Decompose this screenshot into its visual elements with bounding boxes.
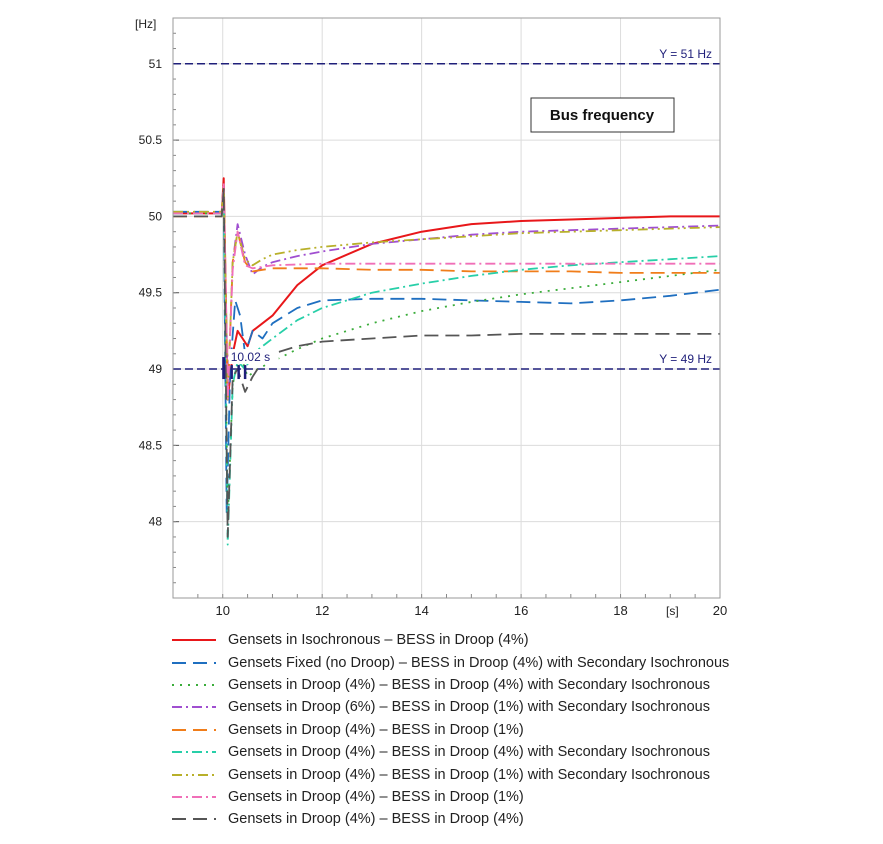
legend-label: Gensets in Droop (4%) – BESS in Droop (1… [228, 721, 524, 738]
y-tick-label: 48 [149, 515, 163, 529]
reference-lines: Y = 51 Hz Y = 49 Hz [173, 47, 720, 370]
legend-label: Gensets in Droop (4%) – BESS in Droop (4… [228, 811, 524, 828]
series-line-9 [173, 188, 720, 538]
bus-frequency-chart: Y = 51 Hz Y = 49 Hz 10.02 s 48 48.5 49 49.5 5… [135, 17, 727, 618]
y-tick-label: 50.5 [139, 133, 163, 147]
series-line-4 [173, 185, 721, 401]
legend-item: Gensets in Droop (4%) – BESS in Droop (4… [170, 808, 729, 830]
y-tick-label: 51 [149, 57, 163, 71]
legend-item: Gensets Fixed (no Droop) – BESS in Droop… [170, 651, 729, 673]
x-tick-label: 12 [315, 603, 329, 618]
legend-swatch [172, 818, 216, 821]
annotation-label: 10.02 s [231, 350, 270, 364]
legend-swatch [172, 683, 216, 686]
y-tick-labels: 48 48.5 49 49.5 50 50.5 51 [139, 57, 163, 529]
legend-item: Gensets in Droop (4%) – BESS in Droop (1… [170, 719, 729, 741]
reference-line-label: Y = 49 Hz [659, 352, 712, 366]
legend-label: Gensets Fixed (no Droop) – BESS in Droop… [228, 654, 730, 671]
x-tick-label: 16 [514, 603, 528, 618]
y-tick-label: 48.5 [139, 438, 163, 452]
legend-swatch [172, 706, 216, 709]
series-line-7 [173, 185, 721, 401]
legend-label: Gensets in Droop (4%) – BESS in Droop (4… [228, 744, 710, 761]
title-box [530, 97, 675, 133]
legend-item: Gensets in Isochronous – BESS in Droop (… [170, 629, 729, 651]
reference-line-label: Y = 51 Hz [659, 47, 712, 61]
legend-label: Gensets in Droop (4%) – BESS in Droop (4… [228, 676, 710, 693]
x-tick-label: 18 [613, 603, 627, 618]
legend-label: Gensets in Droop (4%) – BESS in Droop (1… [228, 766, 710, 783]
legend-label: Gensets in Droop (4%) – BESS in Droop (1… [228, 788, 524, 805]
series-line-8 [173, 181, 720, 401]
legend-item: Gensets in Droop (6%) – BESS in Droop (1… [170, 696, 729, 718]
legend-item: Gensets in Droop (4%) – BESS in Droop (1… [170, 786, 729, 808]
series-line-5 [173, 185, 720, 401]
y-axis-label: [Hz] [135, 17, 156, 31]
legend-label: Gensets in Isochronous – BESS in Droop (… [228, 632, 529, 649]
y-tick-label: 49 [149, 362, 163, 376]
legend-swatch [172, 751, 216, 754]
chart-title: Bus frequency [550, 107, 655, 124]
legend-item: Gensets in Droop (4%) – BESS in Droop (4… [170, 674, 729, 696]
annotation-layer: 10.02 s [222, 349, 279, 380]
x-tick-label: 14 [414, 603, 428, 618]
series-line-1 [173, 177, 720, 401]
x-tick-labels: 10 12 14 16 18 20 [215, 603, 727, 618]
legend-item: Gensets in Droop (4%) – BESS in Droop (1… [170, 763, 729, 785]
series-line-2 [173, 200, 721, 515]
legend-swatch [172, 639, 216, 642]
legend: Gensets in Isochronous – BESS in Droop (… [170, 629, 729, 831]
y-tick-label: 49.5 [139, 286, 163, 300]
legend-item: Gensets in Droop (4%) – BESS in Droop (4… [170, 741, 729, 763]
series-layer [173, 177, 721, 546]
legend-swatch [172, 661, 216, 664]
legend-label: Gensets in Droop (6%) – BESS in Droop (1… [228, 699, 710, 716]
legend-swatch [172, 773, 216, 776]
plot-frame [172, 17, 721, 599]
annotation-label-bg [228, 349, 279, 365]
legend-swatch [172, 795, 216, 798]
y-tick-label: 50 [149, 209, 163, 223]
x-tick-label: 10 [215, 603, 229, 618]
x-axis-label: [s] [666, 604, 679, 618]
x-tick-label: 20 [713, 603, 727, 618]
legend-swatch [172, 728, 216, 731]
